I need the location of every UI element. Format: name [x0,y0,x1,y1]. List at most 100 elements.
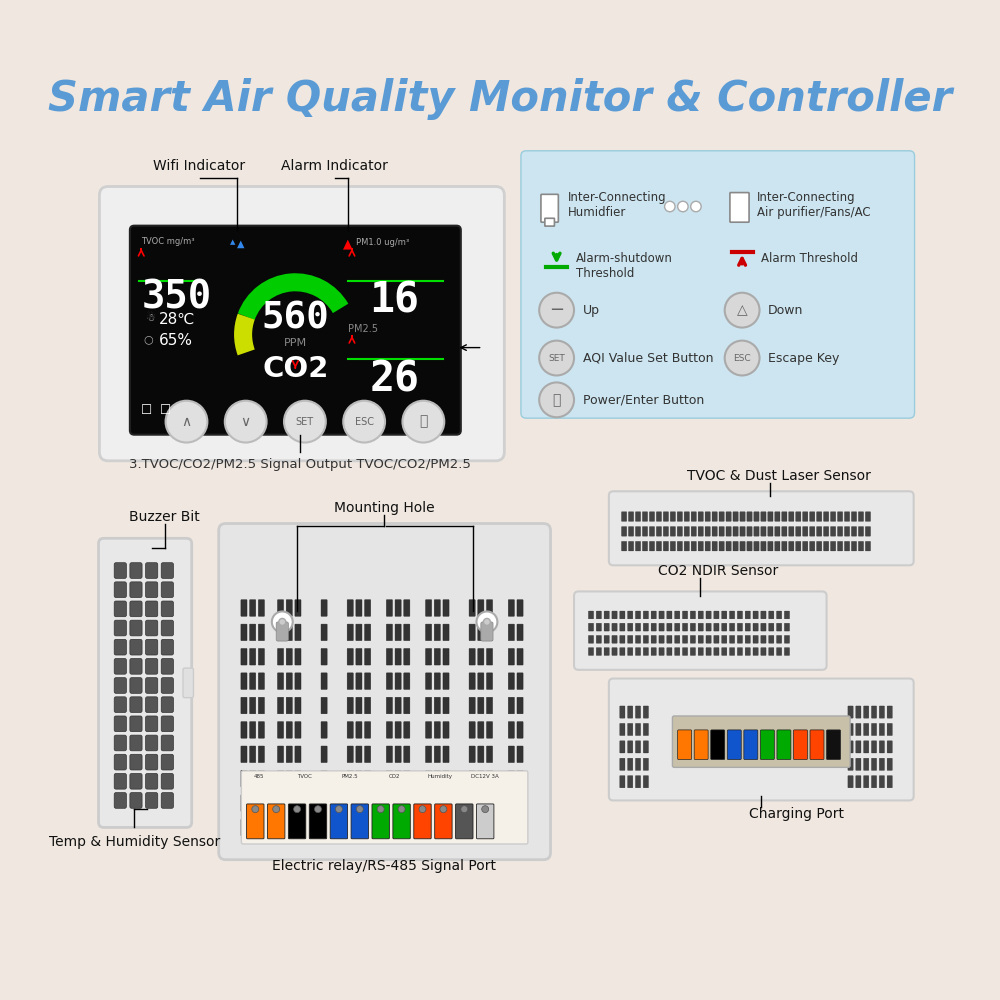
Text: Humidity: Humidity [427,774,452,779]
FancyBboxPatch shape [130,563,142,578]
FancyBboxPatch shape [443,600,449,616]
FancyBboxPatch shape [277,795,284,811]
FancyBboxPatch shape [690,635,696,643]
FancyBboxPatch shape [588,611,594,619]
FancyBboxPatch shape [321,722,327,738]
FancyBboxPatch shape [824,512,829,521]
FancyBboxPatch shape [241,600,247,616]
FancyBboxPatch shape [844,527,850,536]
FancyBboxPatch shape [443,722,449,738]
Text: 26: 26 [369,359,419,401]
FancyBboxPatch shape [856,723,861,736]
FancyBboxPatch shape [161,735,173,751]
FancyBboxPatch shape [443,697,449,714]
FancyBboxPatch shape [365,795,371,811]
FancyBboxPatch shape [434,722,440,738]
FancyBboxPatch shape [114,697,126,712]
FancyBboxPatch shape [130,754,142,770]
Text: ⏻: ⏻ [552,393,561,407]
FancyBboxPatch shape [321,624,327,641]
FancyBboxPatch shape [161,658,173,674]
FancyBboxPatch shape [321,648,327,665]
FancyBboxPatch shape [250,648,256,665]
FancyBboxPatch shape [827,730,841,760]
FancyBboxPatch shape [714,623,719,631]
Text: Mounting Hole: Mounting Hole [334,501,434,515]
FancyBboxPatch shape [347,795,353,811]
FancyBboxPatch shape [754,527,759,536]
FancyBboxPatch shape [241,746,247,763]
FancyBboxPatch shape [871,776,877,788]
FancyBboxPatch shape [404,600,410,616]
FancyBboxPatch shape [628,611,633,619]
FancyBboxPatch shape [365,819,371,836]
FancyBboxPatch shape [620,776,625,788]
FancyBboxPatch shape [620,758,625,770]
FancyBboxPatch shape [250,795,256,811]
FancyBboxPatch shape [114,563,126,578]
FancyBboxPatch shape [651,635,656,643]
FancyBboxPatch shape [295,746,301,763]
FancyBboxPatch shape [844,541,850,551]
Text: SET: SET [296,417,314,427]
FancyBboxPatch shape [508,746,514,763]
FancyBboxPatch shape [810,527,815,536]
FancyBboxPatch shape [250,770,256,787]
FancyBboxPatch shape [404,648,410,665]
FancyBboxPatch shape [517,697,523,714]
Circle shape [315,806,321,813]
Text: ▲: ▲ [230,239,235,245]
FancyBboxPatch shape [810,512,815,521]
FancyBboxPatch shape [478,673,484,689]
FancyBboxPatch shape [130,639,142,655]
FancyBboxPatch shape [729,623,735,631]
Text: PPM: PPM [284,338,307,348]
FancyBboxPatch shape [761,623,766,631]
FancyBboxPatch shape [604,648,609,655]
FancyBboxPatch shape [386,697,392,714]
FancyBboxPatch shape [434,697,440,714]
FancyBboxPatch shape [161,697,173,712]
FancyBboxPatch shape [295,673,301,689]
FancyBboxPatch shape [656,512,662,521]
FancyBboxPatch shape [347,648,353,665]
FancyBboxPatch shape [517,673,523,689]
FancyBboxPatch shape [796,541,801,551]
Circle shape [343,401,385,443]
FancyBboxPatch shape [250,600,256,616]
Text: TVOC: TVOC [297,774,311,779]
FancyBboxPatch shape [737,611,743,619]
FancyBboxPatch shape [596,648,601,655]
FancyBboxPatch shape [705,541,710,551]
FancyBboxPatch shape [295,697,301,714]
FancyBboxPatch shape [426,819,432,836]
FancyBboxPatch shape [667,623,672,631]
FancyBboxPatch shape [508,648,514,665]
FancyBboxPatch shape [789,541,794,551]
FancyBboxPatch shape [682,611,688,619]
FancyBboxPatch shape [517,648,523,665]
Text: CO2: CO2 [262,355,329,383]
FancyBboxPatch shape [356,673,362,689]
FancyBboxPatch shape [130,735,142,751]
FancyBboxPatch shape [478,648,484,665]
FancyBboxPatch shape [871,723,877,736]
Circle shape [279,618,286,625]
FancyBboxPatch shape [250,722,256,738]
FancyBboxPatch shape [856,758,861,770]
FancyBboxPatch shape [684,541,689,551]
FancyBboxPatch shape [628,723,633,736]
Circle shape [273,806,280,813]
Text: 350: 350 [141,279,211,317]
FancyBboxPatch shape [865,512,871,521]
FancyBboxPatch shape [250,624,256,641]
Text: 16: 16 [369,280,419,322]
FancyBboxPatch shape [443,770,449,787]
Text: ⏻: ⏻ [419,415,428,429]
FancyBboxPatch shape [760,730,774,760]
FancyBboxPatch shape [670,541,675,551]
FancyBboxPatch shape [365,697,371,714]
FancyBboxPatch shape [517,770,523,787]
FancyBboxPatch shape [114,620,126,636]
FancyBboxPatch shape [130,773,142,789]
